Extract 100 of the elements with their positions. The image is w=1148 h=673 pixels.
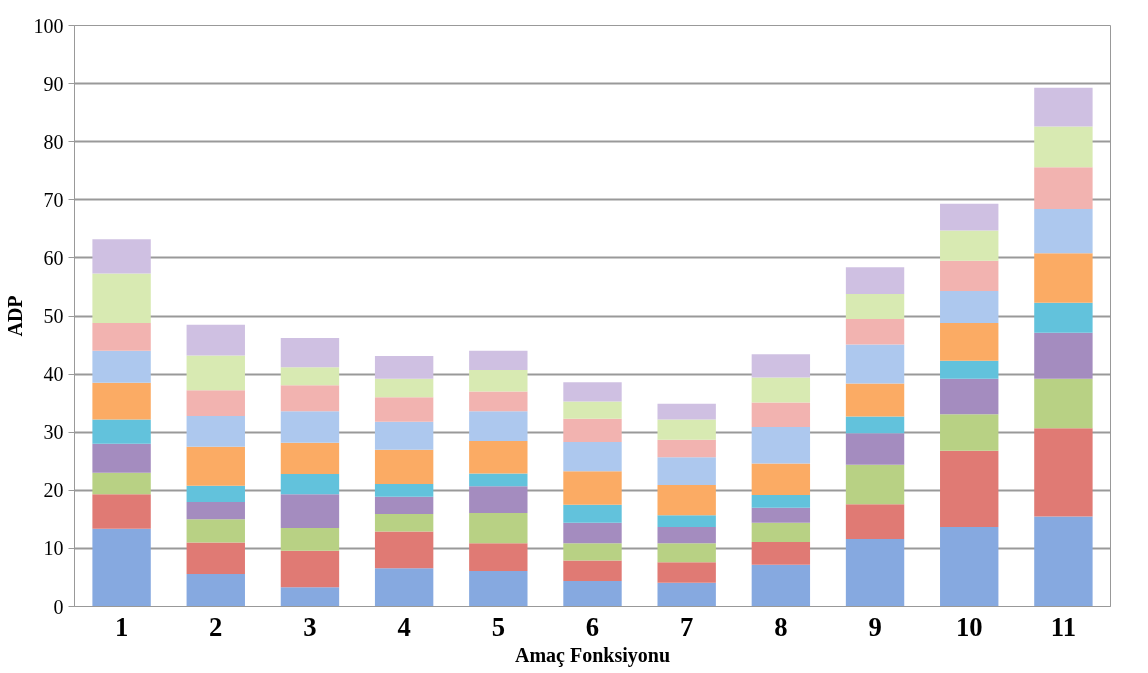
bar [563, 442, 622, 472]
bar [657, 403, 716, 420]
x-tick-label: 4 [397, 611, 411, 642]
x-tick-label: 8 [774, 611, 788, 642]
bar [845, 539, 905, 607]
bar [845, 344, 905, 384]
y-tick-label: 70 [43, 188, 64, 211]
bar [374, 496, 434, 515]
bar [280, 338, 340, 368]
bar [186, 355, 245, 391]
y-tick-label: 10 [43, 537, 64, 560]
bar [280, 385, 340, 412]
bar [940, 360, 999, 379]
bar [940, 378, 999, 415]
y-tick-label: 90 [43, 72, 64, 95]
bar [657, 457, 716, 486]
bar [657, 419, 716, 440]
bar [563, 580, 622, 607]
bar [280, 442, 340, 475]
y-tick-label: 80 [43, 130, 64, 153]
bar [92, 472, 151, 495]
bar [186, 501, 245, 520]
bar [940, 450, 999, 527]
bar [563, 471, 622, 505]
y-tick-label: 0 [53, 595, 64, 618]
bar [845, 433, 905, 465]
bar [374, 483, 434, 497]
bar [845, 318, 905, 345]
bar [751, 377, 811, 403]
bar [92, 350, 151, 383]
bar [92, 273, 151, 323]
bar [1034, 378, 1093, 429]
bar [1034, 253, 1093, 303]
bar [374, 531, 434, 569]
x-tick-label: 7 [680, 611, 694, 642]
bar [657, 526, 716, 544]
bar [1034, 209, 1093, 254]
bar [92, 382, 151, 420]
bar [657, 582, 716, 607]
bar [751, 507, 811, 523]
bar [1034, 428, 1093, 517]
x-tick-label: 2 [209, 611, 223, 642]
bar [845, 267, 905, 294]
bar [469, 350, 528, 371]
bar [657, 439, 716, 458]
bar [940, 526, 999, 607]
bar [845, 464, 905, 505]
x-tick-label: 10 [955, 611, 983, 642]
bar [469, 543, 528, 572]
bar [940, 414, 999, 451]
bar [940, 322, 999, 361]
bar [751, 354, 811, 378]
bar [92, 528, 151, 607]
bar [92, 239, 151, 274]
bar [563, 560, 622, 581]
bar [1034, 332, 1093, 379]
bar [1034, 87, 1093, 127]
bar [374, 397, 434, 422]
bar [374, 421, 434, 450]
bar [751, 564, 811, 607]
bar [657, 543, 716, 563]
bar [751, 494, 811, 508]
bar [469, 512, 528, 544]
bar [469, 486, 528, 513]
bar [563, 504, 622, 523]
bar [845, 293, 905, 319]
bar [92, 443, 151, 473]
bar [751, 426, 811, 464]
bar [1034, 302, 1093, 333]
bar [92, 322, 151, 351]
bar [469, 391, 528, 412]
x-tick-label: 6 [585, 611, 600, 642]
y-tick-label: 60 [43, 246, 64, 269]
bar [469, 411, 528, 441]
bar [374, 356, 434, 379]
bar [186, 324, 245, 356]
y-axis-title: ADP [3, 295, 26, 337]
bar [940, 260, 999, 292]
bar [469, 440, 528, 474]
bar [845, 383, 905, 417]
bar [563, 418, 622, 443]
bar [280, 474, 340, 495]
bar [751, 542, 811, 565]
bar [940, 203, 999, 231]
x-tick-label: 3 [303, 611, 317, 642]
bar [469, 473, 528, 487]
bar [280, 494, 340, 529]
bar [186, 446, 245, 486]
bar [280, 587, 340, 607]
bar [940, 230, 999, 261]
x-tick-label: 1 [114, 611, 129, 642]
bar [940, 291, 999, 323]
bar [186, 485, 245, 502]
bar [186, 542, 245, 574]
bar [280, 411, 340, 443]
bar [657, 515, 716, 527]
bar [1034, 516, 1093, 607]
bar [751, 463, 811, 495]
bar [186, 573, 245, 607]
bar [469, 370, 528, 392]
